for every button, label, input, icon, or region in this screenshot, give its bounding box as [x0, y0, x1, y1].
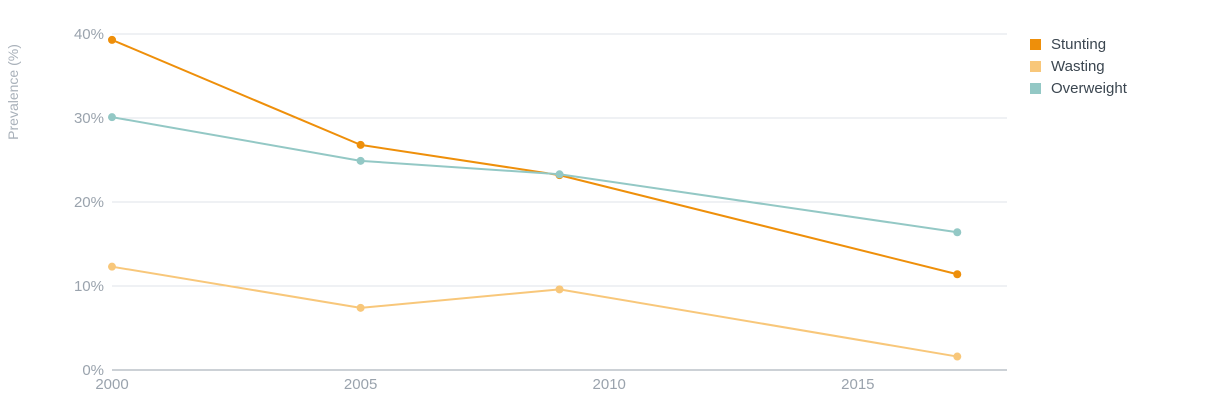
legend-swatch-stunting — [1030, 38, 1041, 50]
y-tick-label: 20% — [74, 194, 104, 211]
wasting-point[interactable] — [555, 285, 564, 294]
legend-item-overweight[interactable]: Overweight — [1030, 77, 1127, 99]
y-tick-label: 30% — [74, 110, 104, 127]
x-tick-label: 2015 — [841, 376, 874, 393]
legend-label-wasting: Wasting — [1051, 57, 1105, 75]
y-axis-title: Prevalence (%) — [5, 44, 21, 140]
stunting-point[interactable] — [108, 35, 116, 44]
wasting-point[interactable] — [953, 352, 962, 361]
overweight-point[interactable] — [953, 228, 962, 237]
overweight-point[interactable] — [356, 156, 365, 165]
stunting-point[interactable] — [356, 140, 365, 149]
x-tick-label: 2000 — [95, 376, 128, 393]
wasting-line — [111, 265, 958, 358]
overweight-point[interactable] — [108, 113, 116, 122]
legend-item-stunting[interactable]: Stunting — [1030, 33, 1127, 55]
overweight-line — [111, 116, 958, 234]
x-tick-labels: 2000 2005 2010 2015 — [95, 376, 874, 393]
gridlines — [112, 33, 1007, 287]
y-tick-labels: 0% 10% 20% 30% 40% — [74, 26, 104, 379]
series-group — [108, 35, 962, 361]
legend-item-wasting[interactable]: Wasting — [1030, 55, 1127, 77]
legend: Stunting Wasting Overweight — [1030, 33, 1127, 99]
legend-swatch-wasting — [1030, 60, 1041, 72]
y-tick-label: 40% — [74, 26, 104, 43]
y-tick-label: 0% — [82, 362, 104, 379]
stunting-point[interactable] — [953, 270, 962, 279]
y-tick-label: 10% — [74, 278, 104, 295]
overweight-point[interactable] — [555, 170, 564, 179]
x-tick-label: 2005 — [344, 376, 377, 393]
wasting-point[interactable] — [356, 303, 365, 312]
stunting-line — [111, 38, 958, 276]
x-tick-label: 2010 — [593, 376, 626, 393]
wasting-point[interactable] — [108, 262, 116, 271]
legend-label-overweight: Overweight — [1051, 79, 1127, 97]
line-chart: 0% 10% 20% 30% 40% 2000 2005 2010 2015 Prevalen… — [5, 26, 1007, 393]
legend-label-stunting: Stunting — [1051, 35, 1107, 53]
legend-swatch-overweight — [1030, 82, 1041, 94]
